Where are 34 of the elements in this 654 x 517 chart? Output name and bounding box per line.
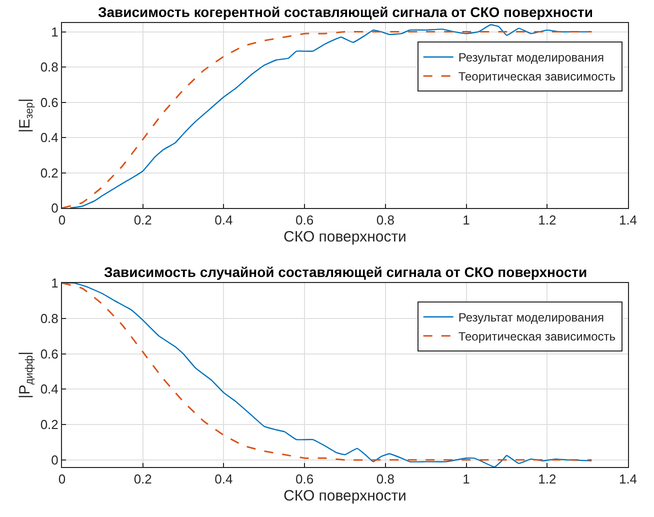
- x-tick-label: 0.6: [296, 212, 314, 228]
- y-tick-label: 0.2: [40, 417, 58, 432]
- y-tick-label: 0.6: [40, 346, 58, 362]
- x-tick-label: 0.2: [134, 212, 152, 228]
- x-axis-title: СКО поверхности: [284, 488, 406, 505]
- x-tick-label: 0.4: [214, 212, 233, 228]
- x-tick-label: 0.8: [376, 212, 394, 228]
- y-tick-label: 0.4: [40, 130, 58, 146]
- x-tick-label: 0.6: [296, 472, 314, 487]
- legend-label: Теоритическая зависимость: [458, 330, 616, 344]
- x-axis-title: СКО поверхности: [284, 228, 406, 246]
- chart-title: Зависимость случайной составляющей сигнала от СКО поверхности: [104, 264, 588, 280]
- y-tick-label: 1: [51, 24, 58, 40]
- x-tick-label: 1.4: [618, 212, 638, 228]
- x-tick-label: 1: [462, 212, 470, 228]
- x-tick-label: 0.8: [376, 472, 394, 487]
- y-tick-label: 0.4: [40, 382, 58, 397]
- chart-title: Зависимость когерентной составляющей сигнала от СКО поверхности: [98, 4, 593, 20]
- legend-label: Результат моделирования: [458, 50, 604, 65]
- y-tick-label: 0.2: [40, 165, 58, 180]
- y-tick-label: 1: [51, 276, 58, 291]
- legend-label: Результат моделирования: [458, 310, 604, 325]
- legend-label: Теоритическая зависимость: [458, 70, 616, 84]
- x-tick-label: 1.2: [538, 472, 556, 487]
- x-tick-label: 0.2: [134, 472, 152, 487]
- x-tick-label: 0.4: [214, 472, 233, 487]
- x-tick-label: 1.4: [618, 472, 638, 487]
- y-tick-label: 0: [51, 200, 58, 216]
- y-tick-label: 0.8: [40, 60, 58, 75]
- y-tick-label: 0.8: [40, 310, 58, 326]
- x-tick-label: 1: [462, 472, 470, 487]
- x-tick-label: 1.2: [538, 212, 556, 228]
- y-tick-label: 0: [51, 452, 58, 468]
- y-tick-label: 0.6: [40, 94, 58, 110]
